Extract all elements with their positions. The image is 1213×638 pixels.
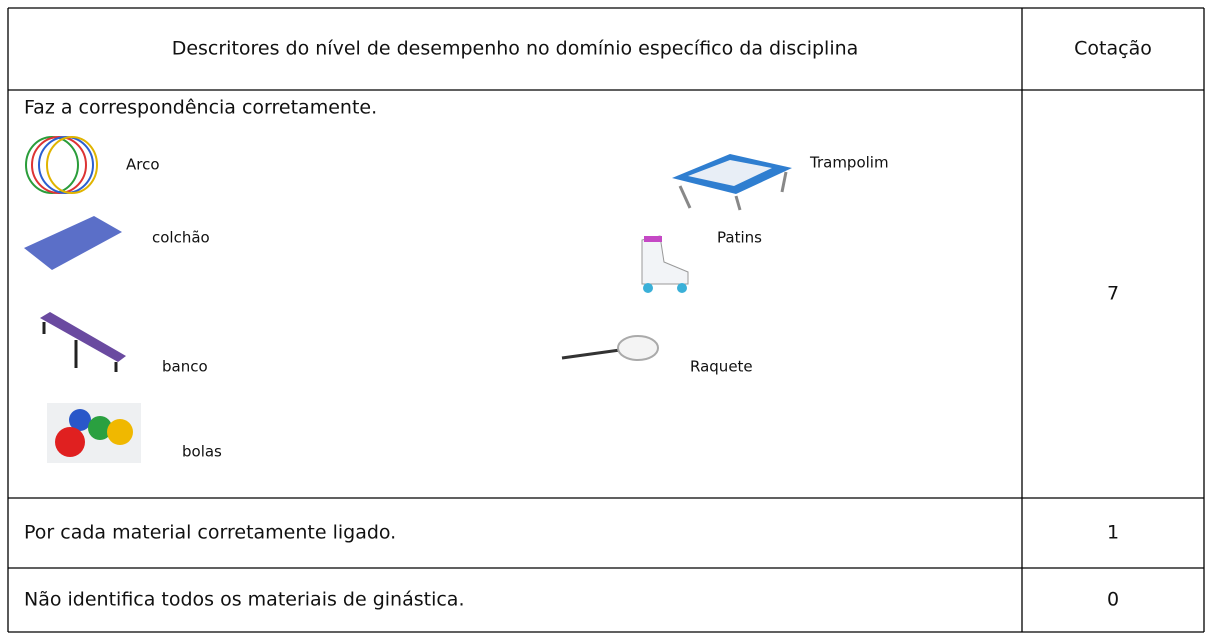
bench-icon [40, 312, 126, 372]
balls-icon [47, 403, 141, 463]
descriptor: Por cada material corretamente ligado. [24, 522, 396, 544]
hoops-icon [25, 136, 98, 194]
item-label: Trampolim [809, 154, 889, 172]
item-label: banco [162, 358, 208, 376]
skate-icon [641, 235, 689, 293]
header-descriptor: Descritores do nível de desempenho no do… [172, 38, 859, 60]
descriptor: Faz a correspondência corretamente. [24, 97, 377, 119]
score: 7 [1107, 283, 1119, 305]
descriptor: Não identifica todos os materiais de gin… [24, 589, 465, 611]
mat-icon [24, 216, 122, 270]
item-label: Arco [126, 156, 160, 174]
score: 0 [1107, 589, 1119, 611]
racket-icon [561, 335, 659, 361]
header-score: Cotação [1074, 38, 1152, 60]
table-borders [7, 7, 1205, 633]
item-label: Patins [717, 229, 762, 247]
item-label: colchão [152, 229, 210, 247]
item-label: bolas [182, 443, 222, 461]
trampoline-icon [672, 154, 792, 211]
score: 1 [1107, 522, 1119, 544]
item-label: Raquete [690, 358, 753, 376]
